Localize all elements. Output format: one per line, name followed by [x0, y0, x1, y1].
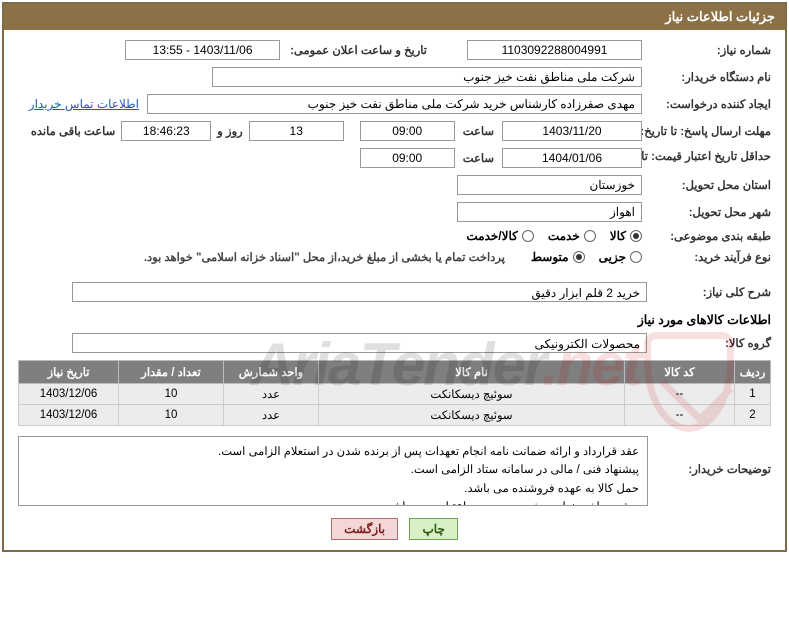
- radio-icon: [573, 251, 585, 263]
- reply-time-value: 09:00: [360, 121, 455, 141]
- min-valid-time-value: 09:00: [360, 148, 455, 168]
- print-button[interactable]: چاپ: [409, 518, 457, 540]
- table-row: 1 -- سوئیچ دیسکانکت عدد 10 1403/12/06: [19, 384, 771, 405]
- summary-label: شرح کلی نیاز:: [657, 285, 771, 299]
- cell-idx: 2: [735, 405, 771, 426]
- creator-value: مهدی صفرزاده کارشناس خرید شرکت ملی مناطق…: [147, 94, 642, 114]
- reply-deadline-label: مهلت ارسال پاسخ: تا تاریخ:: [646, 124, 771, 138]
- radio-icon: [630, 251, 642, 263]
- back-button[interactable]: بازگشت: [331, 518, 398, 540]
- creator-label: ایجاد کننده درخواست:: [646, 97, 771, 111]
- announce-value: 1403/11/06 - 13:55: [125, 40, 280, 60]
- time-label-2: ساعت: [463, 151, 494, 165]
- remain-suffix: ساعت باقی مانده: [31, 124, 115, 138]
- radio-goods[interactable]: کالا: [610, 229, 642, 243]
- cell-code: --: [625, 405, 735, 426]
- buyer-note-line: پیشنهاد فنی / مالی در سامانه ستاد الزامی…: [27, 461, 639, 479]
- days-suffix: روز و: [217, 124, 242, 138]
- cell-unit: عدد: [224, 405, 319, 426]
- buyer-note-line: عقد قرارداد و ارائه ضمانت نامه انجام تعه…: [27, 443, 639, 461]
- th-qty: تعداد / مقدار: [119, 361, 224, 384]
- buyer-org-value: شرکت ملی مناطق نفت خیز جنوب: [212, 67, 642, 87]
- class-label: طبقه بندی موضوعی:: [646, 229, 771, 243]
- th-code: کد کالا: [625, 361, 735, 384]
- buyer-note-line: حمل کالا به عهده فروشنده می باشد.: [27, 480, 639, 498]
- table-header-row: ردیف کد کالا نام کالا واحد شمارش تعداد /…: [19, 361, 771, 384]
- group-value: محصولات الکترونیکی: [72, 333, 647, 353]
- proc-note: پرداخت تمام یا بخشی از مبلغ خرید،از محل …: [144, 250, 505, 264]
- min-valid-date-value: 1404/01/06: [502, 148, 642, 168]
- th-unit: واحد شمارش: [224, 361, 319, 384]
- cell-need-date: 1403/12/06: [19, 405, 119, 426]
- cell-need-date: 1403/12/06: [19, 384, 119, 405]
- days-remain-value: 13: [249, 121, 344, 141]
- cell-name: سوئیچ دیسکانکت: [319, 405, 625, 426]
- province-value: خوزستان: [457, 175, 642, 195]
- cell-qty: 10: [119, 405, 224, 426]
- proc-label: نوع فرآیند خرید:: [646, 250, 771, 264]
- announce-label: تاریخ و ساعت اعلان عمومی:: [290, 43, 427, 57]
- province-label: استان محل تحویل:: [646, 178, 771, 192]
- cell-qty: 10: [119, 384, 224, 405]
- table-row: 2 -- سوئیچ دیسکانکت عدد 10 1403/12/06: [19, 405, 771, 426]
- proc-radio-group: جزیی متوسط: [531, 250, 642, 264]
- th-idx: ردیف: [735, 361, 771, 384]
- th-name: نام کالا: [319, 361, 625, 384]
- cell-idx: 1: [735, 384, 771, 405]
- radio-icon: [584, 230, 596, 242]
- buyer-org-label: نام دستگاه خریدار:: [646, 70, 771, 84]
- summary-value: خرید 2 قلم ابزار دقیق: [72, 282, 647, 302]
- reply-date-value: 1403/11/20: [502, 121, 642, 141]
- goods-info-title: اطلاعات کالاهای مورد نیاز: [18, 312, 771, 327]
- need-no-value: 1103092288004991: [467, 40, 642, 60]
- cell-name: سوئیچ دیسکانکت: [319, 384, 625, 405]
- time-label-1: ساعت: [463, 124, 494, 138]
- panel-title: جزئیات اطلاعات نیاز: [4, 4, 785, 30]
- buyer-notes-box[interactable]: عقد قرارداد و ارائه ضمانت نامه انجام تعه…: [18, 436, 648, 506]
- city-label: شهر محل تحویل:: [646, 205, 771, 219]
- radio-service[interactable]: خدمت: [548, 229, 596, 243]
- group-label: گروه کالا:: [657, 336, 771, 350]
- buyer-note-line: پیش پرداخت ندارد و خرید به صورت اعتباری …: [27, 498, 639, 506]
- radio-goods-service[interactable]: کالا/خدمت: [466, 229, 533, 243]
- buyer-contact-link[interactable]: اطلاعات تماس خریدار: [29, 97, 139, 111]
- class-radio-group: کالا خدمت کالا/خدمت: [466, 229, 642, 243]
- need-no-label: شماره نیاز:: [646, 43, 771, 57]
- cell-code: --: [625, 384, 735, 405]
- th-need-date: تاریخ نیاز: [19, 361, 119, 384]
- goods-table: ردیف کد کالا نام کالا واحد شمارش تعداد /…: [18, 360, 771, 426]
- radio-icon: [630, 230, 642, 242]
- radio-icon: [522, 230, 534, 242]
- min-valid-label: حداقل تاریخ اعتبار قیمت: تا تاریخ:: [646, 151, 771, 165]
- city-value: اهواز: [457, 202, 642, 222]
- cell-unit: عدد: [224, 384, 319, 405]
- radio-partial[interactable]: جزیی: [599, 250, 642, 264]
- radio-medium[interactable]: متوسط: [531, 250, 585, 264]
- time-remain-value: 18:46:23: [121, 121, 211, 141]
- buyer-notes-label: توضیحات خریدار:: [658, 436, 771, 476]
